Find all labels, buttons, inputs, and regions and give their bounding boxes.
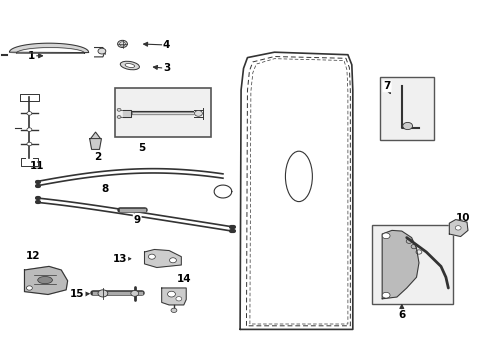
Ellipse shape — [120, 61, 140, 70]
Polygon shape — [9, 43, 89, 53]
Circle shape — [170, 258, 176, 263]
Circle shape — [27, 142, 32, 146]
Bar — [372, 225, 453, 304]
Polygon shape — [449, 220, 468, 237]
Circle shape — [98, 48, 106, 54]
Text: 14: 14 — [176, 274, 191, 284]
Bar — [115, 88, 211, 137]
Text: 2: 2 — [95, 152, 101, 162]
Circle shape — [403, 122, 413, 130]
Text: 7: 7 — [383, 81, 391, 91]
Text: 9: 9 — [134, 215, 141, 225]
Text: 15: 15 — [70, 289, 85, 300]
Circle shape — [168, 291, 175, 297]
Polygon shape — [123, 110, 131, 117]
Circle shape — [195, 111, 202, 116]
Text: 10: 10 — [456, 213, 470, 223]
Text: 3: 3 — [163, 63, 170, 73]
Circle shape — [455, 226, 461, 230]
Text: 8: 8 — [102, 184, 109, 194]
Circle shape — [148, 254, 155, 259]
Circle shape — [117, 116, 121, 118]
Circle shape — [117, 108, 121, 111]
Text: 6: 6 — [398, 310, 405, 320]
Polygon shape — [162, 288, 186, 305]
Circle shape — [27, 112, 32, 115]
Circle shape — [118, 40, 127, 48]
Text: 13: 13 — [113, 254, 127, 264]
Ellipse shape — [125, 64, 135, 67]
Circle shape — [131, 291, 139, 296]
Text: 1: 1 — [28, 51, 35, 61]
Polygon shape — [24, 266, 68, 294]
Circle shape — [26, 286, 32, 290]
Polygon shape — [382, 230, 419, 299]
Circle shape — [382, 292, 390, 298]
Polygon shape — [91, 132, 100, 139]
Text: 11: 11 — [29, 161, 44, 171]
Circle shape — [27, 128, 32, 131]
Ellipse shape — [38, 276, 52, 284]
Circle shape — [171, 308, 177, 312]
Circle shape — [382, 233, 390, 239]
Text: 12: 12 — [26, 251, 41, 261]
Text: 4: 4 — [163, 40, 171, 50]
Polygon shape — [90, 139, 101, 149]
Circle shape — [176, 297, 182, 301]
Circle shape — [98, 290, 108, 297]
Polygon shape — [145, 249, 181, 267]
Text: 5: 5 — [139, 143, 146, 153]
Bar — [380, 77, 434, 140]
